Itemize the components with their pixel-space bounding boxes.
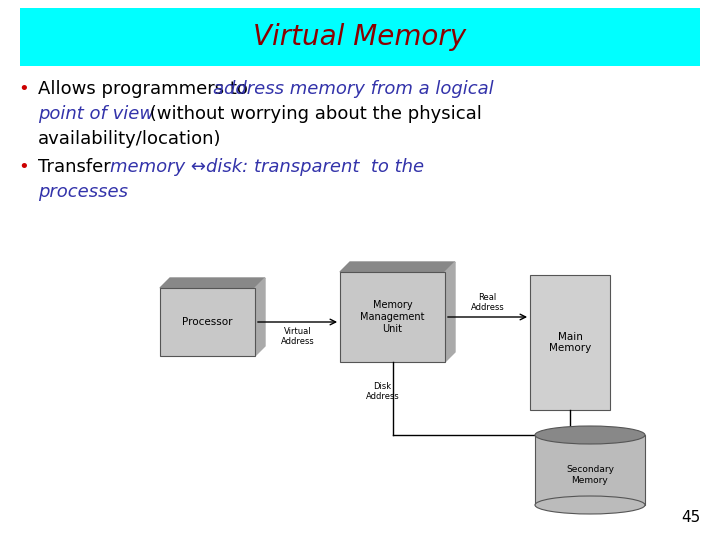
Bar [530,275,610,410]
Polygon shape [445,262,455,362]
Text: •: • [18,80,29,98]
Polygon shape [255,278,265,356]
Text: processes: processes [38,183,128,201]
Bar [160,288,255,356]
Text: Disk
Address: Disk Address [366,382,400,401]
Text: •: • [18,158,29,176]
Text: memory ↔disk: transparent  to the: memory ↔disk: transparent to the [110,158,424,176]
Text: Secondary
Memory: Secondary Memory [566,465,614,485]
Text: Processor: Processor [182,317,233,327]
Text: Real
Address: Real Address [471,293,505,312]
Bar [20,8,700,66]
Polygon shape [160,278,265,288]
Text: point of view: point of view [38,105,154,123]
Text: Virtual
Address: Virtual Address [281,327,315,346]
Text: Allows programmers to: Allows programmers to [38,80,253,98]
Bar [535,435,645,505]
Ellipse shape [535,426,645,444]
Bar [340,272,445,362]
Ellipse shape [535,496,645,514]
Text: Transfer: Transfer [38,158,117,176]
Text: Virtual Memory: Virtual Memory [253,23,467,51]
Text: Memory
Management
Unit: Memory Management Unit [360,300,425,334]
Text: (without worrying about the physical: (without worrying about the physical [144,105,482,123]
Text: Main
Memory: Main Memory [549,332,591,353]
Text: 45: 45 [680,510,700,525]
Text: address memory from a logical: address memory from a logical [213,80,494,98]
Polygon shape [340,262,455,272]
Text: availability/location): availability/location) [38,130,222,148]
